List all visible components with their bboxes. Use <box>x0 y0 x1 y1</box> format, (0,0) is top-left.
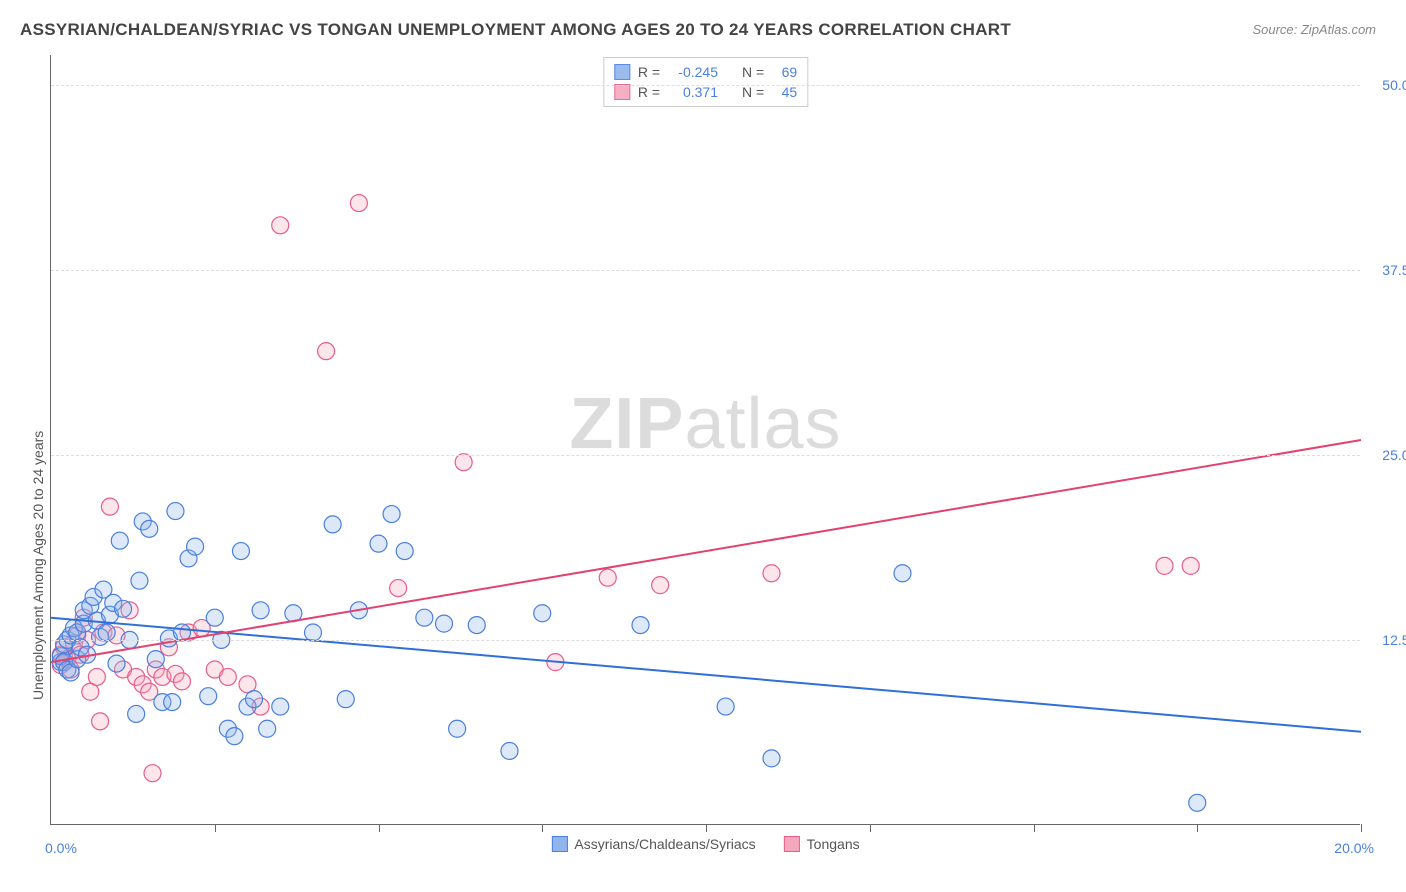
scatter-point <box>131 572 148 589</box>
scatter-point <box>144 765 161 782</box>
x-tick <box>870 824 871 832</box>
scatter-point <box>1182 557 1199 574</box>
y-axis-label: Unemployment Among Ages 20 to 24 years <box>30 431 46 700</box>
scatter-point <box>318 343 335 360</box>
scatter-point <box>272 698 289 715</box>
gridline <box>51 640 1360 641</box>
scatter-point <box>717 698 734 715</box>
bottom-legend: Assyrians/Chaldeans/Syriacs Tongans <box>551 836 859 852</box>
legend-swatch-a <box>551 836 567 852</box>
y-tick-label: 37.5% <box>1382 262 1406 278</box>
scatter-point <box>449 720 466 737</box>
scatter-point <box>111 532 128 549</box>
scatter-point <box>396 543 413 560</box>
scatter-point <box>128 705 145 722</box>
scatter-point <box>416 609 433 626</box>
scatter-point <box>108 655 125 672</box>
scatter-point <box>115 600 132 617</box>
x-tick <box>1197 824 1198 832</box>
gridline <box>51 85 1360 86</box>
scatter-point <box>337 691 354 708</box>
scatter-point <box>272 217 289 234</box>
y-tick-label: 12.5% <box>1382 632 1406 648</box>
scatter-point <box>1156 557 1173 574</box>
scatter-point <box>88 668 105 685</box>
scatter-point <box>167 503 184 520</box>
scatter-point <box>219 668 236 685</box>
scatter-point <box>101 498 118 515</box>
scatter-point <box>200 688 217 705</box>
scatter-point <box>226 728 243 745</box>
scatter-point <box>252 602 269 619</box>
legend-item-b: Tongans <box>784 836 860 852</box>
y-tick-label: 25.0% <box>1382 447 1406 463</box>
scatter-point <box>894 565 911 582</box>
plot-area: ZIPatlas R = -0.245 N = 69 R = 0.371 N =… <box>50 55 1360 825</box>
scatter-point <box>390 580 407 597</box>
plot-svg <box>51 55 1360 824</box>
scatter-point <box>141 520 158 537</box>
x-tick <box>542 824 543 832</box>
x-tick <box>1361 824 1362 832</box>
legend-swatch-b <box>784 836 800 852</box>
legend-label-b: Tongans <box>807 836 860 852</box>
legend-item-a: Assyrians/Chaldeans/Syriacs <box>551 836 755 852</box>
x-tick <box>215 824 216 832</box>
scatter-point <box>763 565 780 582</box>
scatter-point <box>232 543 249 560</box>
scatter-point <box>164 694 181 711</box>
scatter-point <box>455 454 472 471</box>
y-tick-label: 50.0% <box>1382 77 1406 93</box>
gridline <box>51 455 1360 456</box>
x-axis-max-label: 20.0% <box>1334 840 1374 856</box>
scatter-point <box>534 605 551 622</box>
scatter-point <box>501 742 518 759</box>
scatter-point <box>92 713 109 730</box>
scatter-point <box>652 577 669 594</box>
scatter-point <box>632 617 649 634</box>
scatter-point <box>436 615 453 632</box>
scatter-point <box>98 624 115 641</box>
scatter-point <box>370 535 387 552</box>
scatter-point <box>187 538 204 555</box>
scatter-point <box>350 195 367 212</box>
x-axis-min-label: 0.0% <box>45 840 77 856</box>
scatter-point <box>246 691 263 708</box>
scatter-point <box>324 516 341 533</box>
x-tick <box>706 824 707 832</box>
scatter-point <box>599 569 616 586</box>
source-label: Source: ZipAtlas.com <box>1252 22 1376 37</box>
scatter-point <box>1189 794 1206 811</box>
scatter-point <box>305 624 322 641</box>
legend-label-a: Assyrians/Chaldeans/Syriacs <box>574 836 755 852</box>
scatter-point <box>468 617 485 634</box>
gridline <box>51 270 1360 271</box>
scatter-point <box>174 673 191 690</box>
scatter-point <box>259 720 276 737</box>
x-tick <box>379 824 380 832</box>
scatter-point <box>147 651 164 668</box>
chart-title: ASSYRIAN/CHALDEAN/SYRIAC VS TONGAN UNEMP… <box>20 20 1011 40</box>
scatter-point <box>206 609 223 626</box>
scatter-point <box>383 506 400 523</box>
x-tick <box>1034 824 1035 832</box>
scatter-point <box>763 750 780 767</box>
